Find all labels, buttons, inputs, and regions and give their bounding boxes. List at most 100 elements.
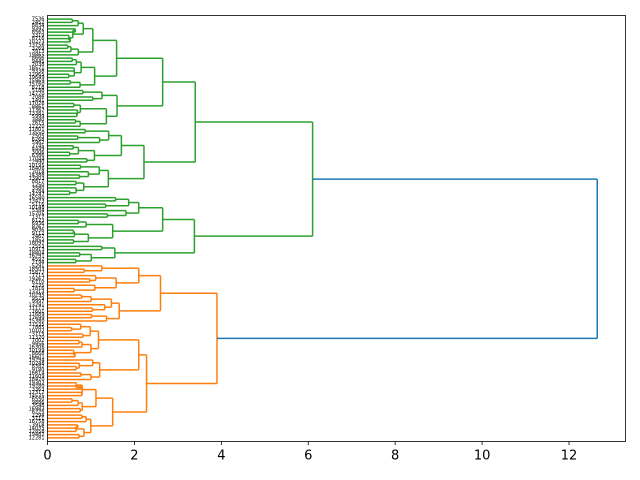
leaf-label: 10102 xyxy=(29,328,45,334)
leaf-label: 14535 xyxy=(29,393,45,399)
leaf-label: 18097 xyxy=(29,241,45,247)
leaf-label: 10148 xyxy=(29,205,45,211)
leaf-label: 17535 xyxy=(29,322,45,328)
x-tick-label: 6 xyxy=(304,449,312,464)
leaf-label: 8218 xyxy=(32,85,45,91)
leaf-label: 8817 xyxy=(32,179,45,185)
leaf-label: 19302 xyxy=(29,380,45,386)
x-axis: 0 2 4 6 8 10 12 xyxy=(43,441,578,464)
leaf-label: 12220 xyxy=(29,124,45,130)
leaf-label: 6386 xyxy=(32,153,45,159)
leaf-label: 15705 xyxy=(29,211,45,217)
leaf-label: 13756 xyxy=(29,43,45,49)
leaf-label: 16983 xyxy=(29,406,45,412)
leaf-label: 5962 xyxy=(32,140,45,146)
leaf-label: 6550 xyxy=(32,397,45,403)
leaf-label: 6268 xyxy=(32,137,45,143)
leaf-label: 11171 xyxy=(29,306,45,312)
leaf-label: 7536 xyxy=(32,17,45,23)
leaf-label: 3880 xyxy=(32,117,45,123)
leaf-label: 5384 xyxy=(32,208,45,214)
leaf-label: 1601 xyxy=(32,309,45,315)
leaf-label: 7002 xyxy=(32,338,45,344)
leaf-label: 2735 xyxy=(32,283,45,289)
leaf-label: 7816 xyxy=(32,286,45,292)
leaf-label: 6710 xyxy=(32,280,45,286)
leaf-label: 4449 xyxy=(32,147,45,153)
leaf-label: 13903 xyxy=(29,176,45,182)
leaf-label: 5116 xyxy=(32,202,45,208)
leaf-label: 2505 xyxy=(32,134,45,140)
leaf-label: 9112 xyxy=(32,231,45,237)
leaf-label: 8716 xyxy=(32,36,45,42)
leaf-labels: 7536245288349392856333198716102731375632… xyxy=(29,17,45,442)
leaf-label: 14388 xyxy=(29,173,45,179)
leaf-label: 10295 xyxy=(29,293,45,299)
leaf-label: 11801 xyxy=(29,127,45,133)
leaf-label: 1852 xyxy=(32,237,45,243)
leaf-label: 8563 xyxy=(32,30,45,36)
leaf-label: 3006 xyxy=(32,150,45,156)
leaf-label: 5291 xyxy=(32,263,45,269)
leaf-label: 17367 xyxy=(29,108,45,114)
leaf-label: 7885 xyxy=(32,325,45,331)
leaf-label: 3715 xyxy=(32,332,45,338)
leaf-label: 16758 xyxy=(29,419,45,425)
leaf-label: 6936 xyxy=(32,221,45,227)
leaf-label: 4784 xyxy=(32,189,45,195)
leaf-label: 16601 xyxy=(29,354,45,360)
leaf-label: 3269 xyxy=(32,46,45,52)
leaf-label: 19280 xyxy=(29,384,45,390)
leaf-label: 2086 xyxy=(32,95,45,101)
leaf-label: 2467 xyxy=(32,234,45,240)
leaf-label: 12281 xyxy=(29,435,45,441)
x-tick-label: 12 xyxy=(561,449,578,464)
leaf-label: 2018 xyxy=(32,169,45,175)
leaf-label: 15969 xyxy=(29,78,45,84)
leaf-label: 8668 xyxy=(32,351,45,357)
leaf-label: 11609 xyxy=(29,374,45,380)
leaf-label: 9886 xyxy=(32,400,45,406)
leaf-label: 5999 xyxy=(32,114,45,120)
leaf-label: 15877 xyxy=(29,270,45,276)
leaf-label: 15760 xyxy=(29,82,45,88)
leaf-label: 10913 xyxy=(29,247,45,253)
x-tick-label: 10 xyxy=(474,449,491,464)
leaf-label: 9392 xyxy=(32,26,45,32)
leaf-label: 14247 xyxy=(29,192,45,198)
leaf-label: 19294 xyxy=(29,358,45,364)
leaf-label: 9036 xyxy=(32,228,45,234)
x-tick-label: 8 xyxy=(391,449,399,464)
leaf-label: 2745 xyxy=(32,143,45,149)
leaf-label: 18420 xyxy=(29,377,45,383)
leaf-label: 19482 xyxy=(29,432,45,438)
leaf-label: 6225 xyxy=(32,410,45,416)
leaf-label: 11689 xyxy=(29,312,45,318)
leaf-label: 3363 xyxy=(32,387,45,393)
leaf-label: 1317 xyxy=(32,215,45,221)
plot-frame xyxy=(47,15,626,442)
leaf-label: 2615 xyxy=(32,121,45,127)
leaf-label: 9445 xyxy=(32,59,45,65)
leaf-label: 13291 xyxy=(29,302,45,308)
leaf-label: 13381 xyxy=(29,111,45,117)
leaf-label: 11320 xyxy=(29,335,45,341)
leaf-label: 13313 xyxy=(29,289,45,295)
x-tick-label: 0 xyxy=(43,449,51,464)
x-tick-label: 4 xyxy=(217,449,225,464)
leaf-label: 8666 xyxy=(32,56,45,62)
dendrogram-links xyxy=(47,18,599,439)
leaf-label: 18571 xyxy=(29,65,45,71)
leaf-label: 19649 xyxy=(29,75,45,81)
leaf-label: 1250 xyxy=(32,182,45,188)
leaf-label: 15380 xyxy=(29,319,45,325)
leaf-label: 18503 xyxy=(29,267,45,273)
leaf-label: 2294 xyxy=(32,413,45,419)
leaf-label: 12965 xyxy=(29,72,45,78)
leaf-label: 19267 xyxy=(29,276,45,282)
leaf-label: 2990 xyxy=(32,160,45,166)
leaf-label: 14035 xyxy=(29,426,45,432)
leaf-label: 6123 xyxy=(32,218,45,224)
leaf-label: 8861 xyxy=(32,104,45,110)
